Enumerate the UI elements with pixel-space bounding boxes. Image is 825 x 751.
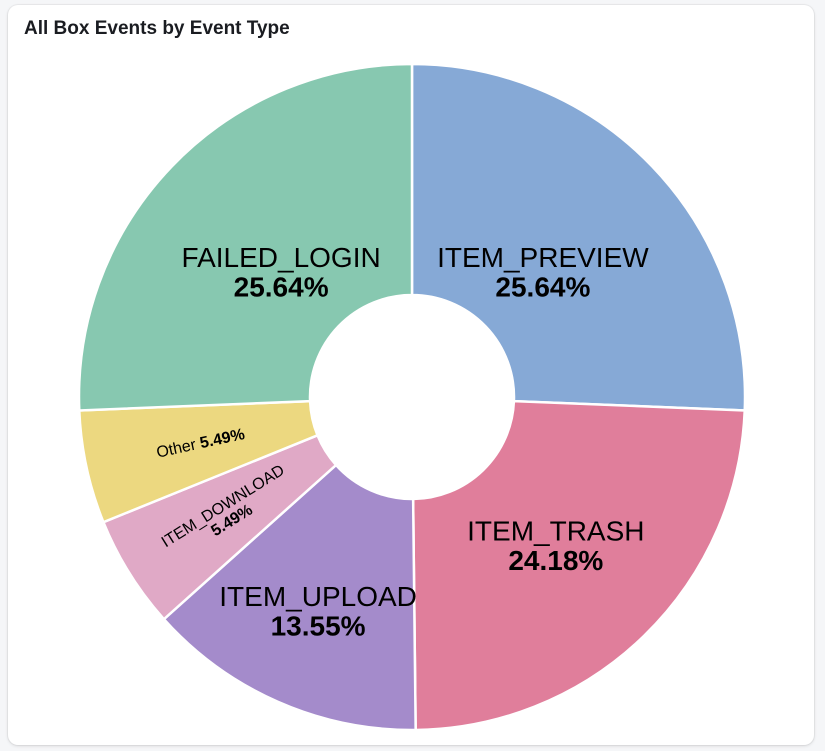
slice-item-preview[interactable] [410, 62, 747, 412]
slice-label-item-upload: ITEM_UPLOAD 13.55% [219, 581, 417, 641]
panel-title: All Box Events by Event Type [24, 18, 290, 39]
slice-item-upload[interactable] [162, 463, 417, 732]
chart-panel: All Box Events by Event Type ITEM_PREVIE… [8, 5, 814, 745]
slice-label-item-trash: ITEM_TRASH 24.18% [467, 516, 644, 576]
donut-chart: ITEM_PREVIEW 25.64% ITEM_TRASH 24.18% ITEM_U… [77, 62, 747, 732]
slice-failed-login[interactable] [77, 62, 414, 412]
slices-group [77, 62, 747, 732]
slice-item-trash[interactable] [411, 399, 747, 732]
slice-label-failed-login: FAILED_LOGIN 25.64% [182, 242, 381, 302]
slice-label-item-preview: ITEM_PREVIEW 25.64% [437, 242, 649, 302]
